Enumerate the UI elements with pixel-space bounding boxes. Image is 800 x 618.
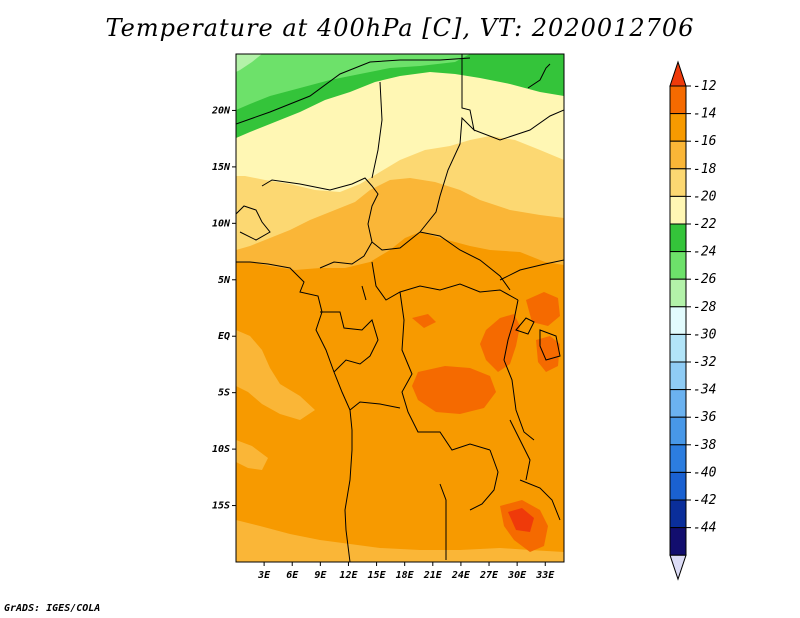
temperature-field xyxy=(236,54,564,562)
colorbar-label: -14 xyxy=(693,107,716,122)
field-band-14-4 xyxy=(536,336,560,372)
colorbar-label: -22 xyxy=(693,217,717,232)
field-band-26 xyxy=(236,54,470,110)
lat-tick-label: 20N xyxy=(211,105,231,116)
lat-tick-label: 10S xyxy=(212,444,230,455)
lon-tick-label: 12E xyxy=(339,570,358,581)
colorbar-box xyxy=(669,113,687,142)
colorbar-label: -30 xyxy=(693,327,717,342)
lon-tick-label: 21E xyxy=(423,570,443,581)
field-patch-west xyxy=(236,330,315,420)
longitude-axis: 3E 6E 9E 12E 15E 18E 21E 24E 27E 30E 33E xyxy=(257,562,555,581)
field-band-14-1 xyxy=(412,366,496,414)
colorbar-box xyxy=(669,527,687,556)
colorbar-label: -12 xyxy=(693,79,717,94)
lat-tick-label: 15S xyxy=(212,501,230,512)
lat-tick-label: 15N xyxy=(212,162,231,173)
lon-tick-label: 6E xyxy=(286,570,299,581)
colorbar-top-arrow xyxy=(669,60,687,87)
colorbar-label: -20 xyxy=(693,189,717,204)
colorbar-label: -40 xyxy=(693,465,717,480)
colorbar-label: -18 xyxy=(693,162,717,177)
grads-credit: GrADS: IGES/COLA xyxy=(4,603,101,614)
lon-tick-label: 18E xyxy=(396,570,415,581)
colorbar-label: -32 xyxy=(693,355,717,370)
latitude-axis: 20N 15N 10N 5N EQ 5S 10S 15S xyxy=(211,105,236,512)
colorbar-box xyxy=(669,168,687,197)
lat-tick-label: 5S xyxy=(218,388,230,399)
colorbar-label: -36 xyxy=(693,410,717,425)
lon-tick-label: 30E xyxy=(507,570,527,581)
colorbar-box xyxy=(669,333,687,363)
lon-tick-label: 3E xyxy=(257,570,271,581)
colorbar-box xyxy=(669,85,687,115)
lat-tick-label: 5N xyxy=(218,275,231,286)
colorbar-label: -24 xyxy=(693,245,716,260)
colorbar-box xyxy=(669,278,687,308)
colorbar-label: -34 xyxy=(693,383,716,398)
colorbar-label: -26 xyxy=(693,272,717,287)
chart-title: Temperature at 400hPa [C], VT: 202001270… xyxy=(105,14,695,42)
colorbar-label: -42 xyxy=(693,493,717,508)
field-band-14-6 xyxy=(412,314,436,328)
lon-tick-label: 24E xyxy=(451,570,471,581)
colorbar-box xyxy=(669,499,687,529)
colorbar-box xyxy=(669,471,687,501)
field-band-28 xyxy=(236,54,262,72)
field-band-12-1 xyxy=(508,508,534,532)
colorbar-box xyxy=(669,195,687,225)
colorbar-box xyxy=(669,306,687,335)
colorbar-label: -28 xyxy=(693,300,717,315)
colorbar-box xyxy=(669,389,687,418)
colorbar-label: -44 xyxy=(693,521,716,536)
colorbar-box xyxy=(669,361,687,391)
field-band-18-south xyxy=(236,520,564,562)
colorbar-box xyxy=(669,416,687,446)
colorbar-label: -38 xyxy=(693,438,717,453)
field-band-14-2 xyxy=(480,314,520,372)
lon-tick-label: 9E xyxy=(314,570,327,581)
country-borders xyxy=(236,54,564,562)
colorbar-bottom-arrow xyxy=(669,554,687,581)
lat-tick-label: EQ xyxy=(218,331,230,342)
lon-tick-label: 27E xyxy=(479,570,499,581)
lon-tick-label: 33E xyxy=(535,570,555,581)
colorbar-box xyxy=(669,223,687,253)
colorbar-box xyxy=(669,444,687,473)
lat-tick-label: 10N xyxy=(212,218,231,229)
colorbar-box xyxy=(669,140,687,170)
map-frame xyxy=(235,53,565,563)
lon-tick-label: 15E xyxy=(368,570,387,581)
field-band-14-3 xyxy=(526,292,560,326)
colorbar-label: -16 xyxy=(693,134,717,149)
colorbar-box xyxy=(669,251,687,280)
colorbar: -12 -14 -16 -18 -20 -22 -24 -26 -28 -30 -32 -34 -36 -… xyxy=(669,60,717,581)
field-patch-west-2 xyxy=(236,440,268,470)
